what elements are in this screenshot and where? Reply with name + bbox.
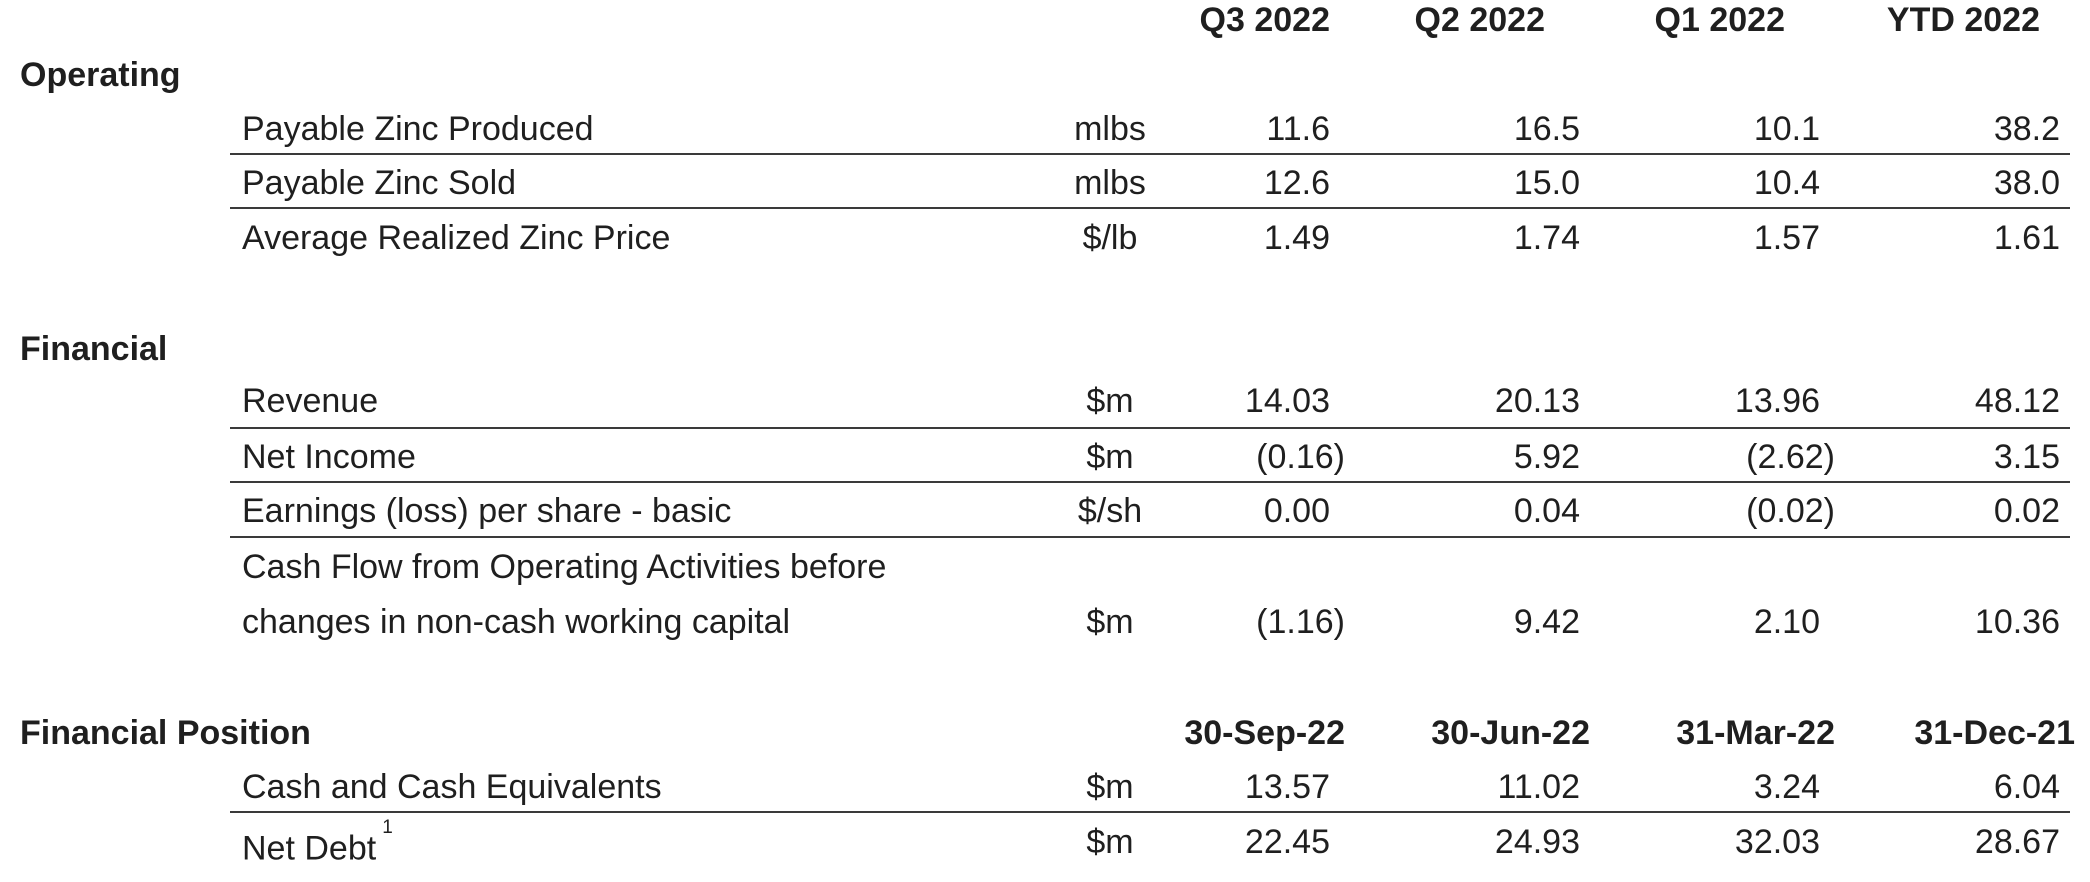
cell-q1: 2.10 <box>1753 603 1820 641</box>
cell-q3: (1.16) <box>1256 603 1345 641</box>
row-divider <box>230 207 2070 209</box>
row-divider <box>230 536 2070 538</box>
col-header-30-jun-22: 30-Jun-22 <box>1431 714 1590 752</box>
row-divider <box>230 481 2070 483</box>
cell-q2: 20.13 <box>1494 382 1580 420</box>
row-unit: $m <box>1086 823 1134 861</box>
col-header-q2-2022: Q2 2022 <box>1414 1 1545 39</box>
cell-q3: 11.6 <box>1266 110 1330 148</box>
row-label: Cash and Cash Equivalents <box>242 768 662 806</box>
row-unit: mlbs <box>1074 164 1146 202</box>
row-label: Net Income <box>242 438 416 476</box>
col-header-30-sep-22: 30-Sep-22 <box>1184 714 1345 752</box>
cell-ytd: 38.0 <box>1993 164 2060 202</box>
col-header-q1-2022: Q1 2022 <box>1654 1 1785 39</box>
row-unit: $m <box>1086 438 1134 476</box>
cell-ytd: 48.12 <box>1974 382 2060 420</box>
row-label-text: Net Debt <box>242 829 377 868</box>
cell-ytd: 10.36 <box>1974 603 2060 641</box>
cell-31-dec-21: 6.04 <box>1993 768 2060 806</box>
cell-q2: 1.74 <box>1513 219 1580 257</box>
cell-q3: 0.00 <box>1263 492 1330 530</box>
cell-q1: 10.4 <box>1753 164 1820 202</box>
cell-q2: 15.0 <box>1513 164 1580 202</box>
cell-30-jun-22: 11.02 <box>1497 768 1580 806</box>
footnote-marker: 1 <box>382 817 393 838</box>
cell-q1: 1.57 <box>1753 219 1820 257</box>
cell-q2: 16.5 <box>1513 110 1580 148</box>
row-unit: $m <box>1086 603 1134 641</box>
row-unit: $m <box>1086 768 1134 806</box>
cell-30-sep-22: 13.57 <box>1244 768 1330 806</box>
cell-ytd: 38.2 <box>1993 110 2060 148</box>
col-header-q3-2022: Q3 2022 <box>1199 1 1330 39</box>
col-header-31-mar-22: 31-Mar-22 <box>1676 714 1835 752</box>
section-title-financial: Financial <box>20 330 168 368</box>
cell-q1: (2.62) <box>1746 438 1835 476</box>
cell-ytd: 0.02 <box>1993 492 2060 530</box>
cell-31-mar-22: 32.03 <box>1734 823 1820 861</box>
cell-q1: 10.1 <box>1753 110 1820 148</box>
col-header-31-dec-21: 31-Dec-21 <box>1914 714 2075 752</box>
cell-q1: 13.96 <box>1734 382 1820 420</box>
row-divider <box>230 153 2070 155</box>
row-unit: $/lb <box>1082 219 1138 257</box>
row-divider <box>230 427 2070 429</box>
row-label: Average Realized Zinc Price <box>242 219 671 257</box>
cell-q3: 14.03 <box>1244 382 1330 420</box>
section-title-financial-position: Financial Position <box>20 714 311 752</box>
cell-ytd: 3.15 <box>1993 438 2060 476</box>
row-label: Payable Zinc Produced <box>242 110 594 148</box>
row-label-line2: changes in non-cash working capital <box>242 603 791 641</box>
cell-ytd: 1.61 <box>1993 219 2060 257</box>
col-header-ytd-2022: YTD 2022 <box>1886 1 2040 39</box>
cell-q2: 5.92 <box>1513 438 1580 476</box>
row-label: Revenue <box>242 382 379 420</box>
cell-q2: 9.42 <box>1513 603 1580 641</box>
row-unit: mlbs <box>1074 110 1146 148</box>
row-label: Payable Zinc Sold <box>242 164 517 202</box>
cell-31-mar-22: 3.24 <box>1753 768 1820 806</box>
row-label: Net Debt1 <box>242 817 393 868</box>
row-unit: $/sh <box>1077 492 1143 530</box>
cell-31-dec-21: 28.67 <box>1974 823 2060 861</box>
row-divider <box>230 811 2070 813</box>
row-label-line1: Cash Flow from Operating Activities befo… <box>242 548 887 586</box>
cell-q3: 1.49 <box>1263 219 1330 257</box>
cell-q3: (0.16) <box>1256 438 1345 476</box>
cell-30-jun-22: 24.93 <box>1494 823 1580 861</box>
row-label: Earnings (loss) per share - basic <box>242 492 732 530</box>
cell-30-sep-22: 22.45 <box>1244 823 1330 861</box>
section-title-operating: Operating <box>20 56 181 94</box>
cell-q2: 0.04 <box>1513 492 1580 530</box>
row-unit: $m <box>1086 382 1134 420</box>
cell-q3: 12.6 <box>1263 164 1330 202</box>
cell-q1: (0.02) <box>1746 492 1835 530</box>
